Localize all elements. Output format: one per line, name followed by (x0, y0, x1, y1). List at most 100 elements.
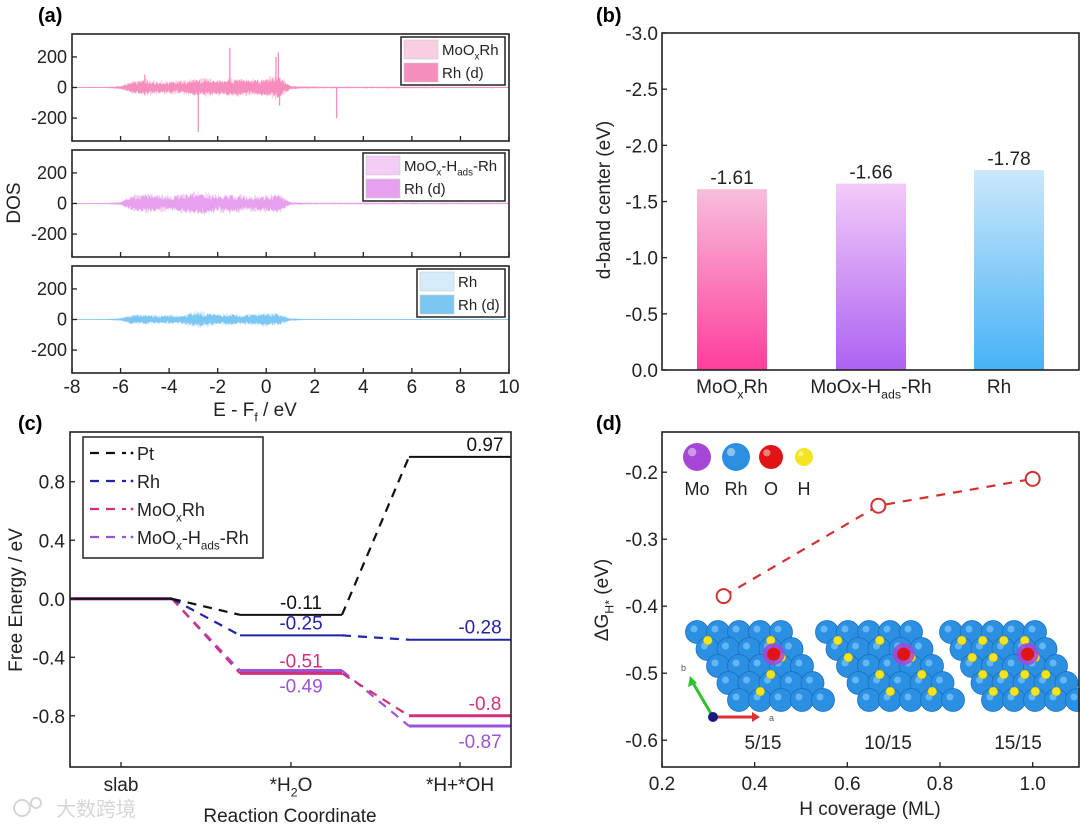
energy-value-label: -0.8 (469, 694, 502, 715)
sphere-highlight (883, 659, 891, 667)
coverage-axes-frame (661, 431, 1080, 768)
rh-atom (899, 688, 923, 712)
y-tick-label: 200 (37, 279, 67, 299)
x-category-label: MoOx-Hads​-Rh (810, 377, 931, 402)
atom-legend-sphere-h (795, 448, 813, 466)
energy-connector (341, 672, 410, 717)
y-tick-label: -2.0 (625, 136, 658, 157)
x-category-label: MoOx​Rh (696, 377, 768, 402)
sphere-highlight (722, 642, 729, 650)
energy-value-label: -0.51 (279, 651, 322, 672)
o-atom (767, 647, 781, 661)
h-atom (1009, 686, 1019, 697)
sphere-highlight (795, 693, 803, 701)
x-tick-label: 0.8 (927, 774, 953, 795)
structure-coverage-label: 5/15 (745, 733, 782, 754)
x-tick-label: -6 (112, 377, 129, 398)
sphere-highlight (732, 625, 740, 633)
text-segment: Rh (987, 377, 1011, 398)
structure-coverage-label: 15/15 (994, 733, 1042, 754)
y-tick-label: -0.5 (625, 664, 658, 685)
sphere-highlight (1049, 659, 1057, 667)
h-atom (967, 652, 977, 663)
x-tick-label: 6 (407, 377, 418, 398)
legend-label: Rh (d) (404, 181, 446, 198)
panel-label-b: (b) (596, 5, 622, 27)
y-tick-label: 0 (57, 78, 67, 98)
dos-subplot-1: -200 0 200 MoOx​Rh Rh (d) (31, 33, 510, 142)
h-atom (843, 652, 853, 663)
legend-dot (130, 479, 134, 483)
y-tick-label: -0.2 (625, 463, 658, 484)
y-tick-label: -0.5 (625, 305, 658, 326)
y-tick-label: 0.8 (39, 473, 65, 494)
x-tick-label: 0.4 (741, 774, 768, 795)
subscript: x (176, 539, 182, 552)
atom-legend-label: H (798, 479, 811, 499)
bar-value-label: -1.66 (849, 163, 892, 184)
x-tick-label: 0.2 (649, 774, 675, 795)
h-atom (999, 669, 1009, 680)
sphere-highlight (753, 659, 761, 667)
rh-atom (941, 688, 965, 712)
arrowhead-icon (688, 676, 697, 687)
subscript: x (737, 388, 744, 402)
energy-connector (171, 597, 241, 616)
sphere-highlight (986, 625, 994, 633)
text-segment: MoO (696, 377, 737, 398)
panel-label-d: (d) (596, 413, 622, 435)
y-tick-label: 0.0 (39, 590, 65, 611)
legend-dot (130, 451, 134, 455)
y-tick-label: -1.0 (625, 249, 658, 270)
panel-label-a: (a) (38, 5, 62, 27)
x-axis-label: E - Ff​ / eV (213, 400, 297, 425)
y-axis-label: DOS (4, 182, 25, 223)
text-segment: Rh (137, 472, 160, 492)
h-atom (755, 686, 765, 697)
sphere-highlight (774, 625, 782, 633)
bar (836, 183, 906, 370)
text-segment: -Rh (220, 528, 249, 548)
h-atom (833, 635, 843, 646)
text-segment: O (298, 775, 313, 796)
x-tick-label: 8 (455, 377, 466, 398)
structure-coverage-label: 10/15 (864, 733, 912, 754)
legend-label: MoOx​Rh (137, 500, 205, 524)
energy-value-label: 0.97 (467, 435, 504, 456)
sphere-highlight (820, 625, 828, 633)
lattice-b-label: b (681, 663, 686, 673)
sphere-highlight (862, 659, 870, 667)
sphere-highlight (795, 659, 803, 667)
atom-legend-label: Rh (724, 479, 747, 499)
legend-label: Rh (137, 472, 160, 492)
text-segment: MoOx-H (810, 377, 881, 398)
x-tick-label: 0 (261, 377, 272, 398)
legend-swatch-d (403, 62, 439, 83)
sphere-highlight (862, 625, 870, 633)
h-atom (1051, 686, 1061, 697)
x-axis-label: Reaction Coordinate (203, 806, 376, 827)
atom-legend-label: O (764, 479, 778, 499)
sphere-highlight (798, 451, 804, 457)
text-segment: -Rh (473, 158, 497, 175)
sphere-highlight (852, 642, 859, 650)
y-axis-label: d-band center (eV) (594, 121, 615, 279)
sphere-highlight (816, 693, 824, 701)
rh-atom (727, 688, 751, 712)
h-atom (988, 686, 998, 697)
legend-swatch-d (419, 294, 455, 315)
energy-series: -0.11 0.97 (70, 435, 511, 616)
h-atom (999, 635, 1009, 646)
h-atom (875, 635, 885, 646)
sphere-highlight (732, 693, 740, 701)
sphere-highlight (763, 449, 771, 457)
y-tick-label: -200 (31, 108, 67, 128)
structure-model-1: 5/15 (685, 620, 835, 754)
y-tick-label: -0.3 (625, 530, 658, 551)
energy-connector (171, 598, 241, 675)
sphere-highlight (743, 642, 750, 650)
text-segment: / eV (258, 400, 297, 421)
legend-swatch-total (419, 271, 455, 292)
sphere-highlight (785, 676, 792, 684)
